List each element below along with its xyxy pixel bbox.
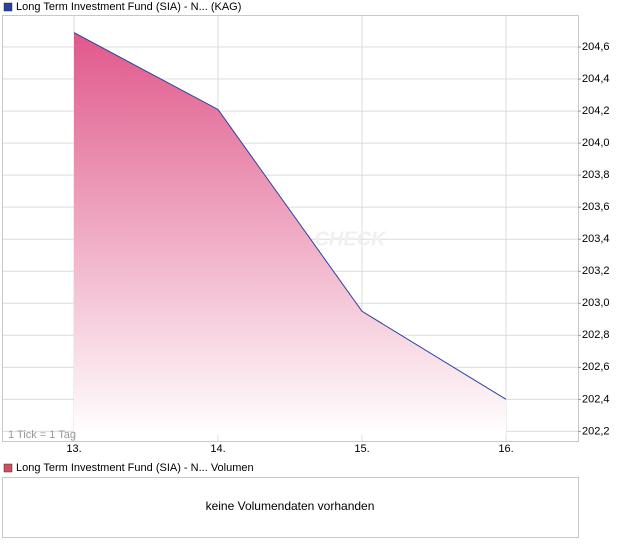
y-tick-label: 203,2 [582,265,610,277]
line [73,32,507,400]
area [74,32,506,435]
x-tick-label: 14. [210,443,225,455]
x-tick-label: 16. [498,443,513,455]
y-tick-label: 203,4 [582,233,610,245]
y-tick-label: 203,6 [582,201,610,213]
note: 1 Tick = 1 Tag [8,429,76,441]
y-tick-label: 204,2 [582,105,610,117]
volume-message: keine Volumendaten vorhanden [206,499,375,513]
legend-swatch [3,463,13,473]
legend-swatch [3,2,13,12]
y-tick-label: 204,6 [582,41,610,53]
y-tick-label: 202,8 [582,329,610,341]
y-tick-label: 202,2 [582,425,610,437]
legend-label: Long Term Investment Fund (SIA) - N... V… [16,462,254,474]
y-tick-label: 202,4 [582,393,610,405]
y-tick-label: 203,8 [582,169,610,181]
x-tick-label: 13. [66,443,81,455]
y-tick-label: 204,0 [582,137,610,149]
y-tick-label: 204,4 [582,73,610,85]
volume-panel [2,477,579,538]
x-tick-label: 15. [354,443,369,455]
y-tick-label: 203,0 [582,297,610,309]
legend-label: Long Term Investment Fund (SIA) - N... (… [16,1,241,13]
y-tick-label: 202,6 [582,361,610,373]
watermark: CHECK [314,228,387,250]
